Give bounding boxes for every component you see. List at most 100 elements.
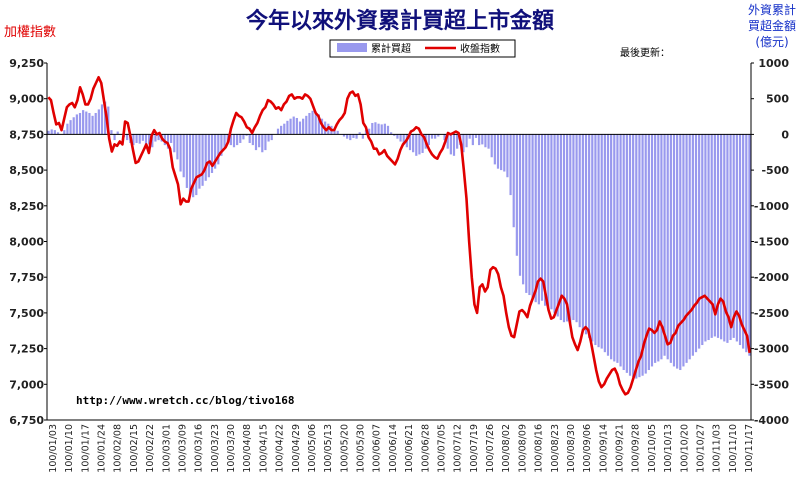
bar: [742, 134, 745, 349]
bar: [566, 134, 569, 322]
x-tick-label: 100/10/27: [695, 424, 706, 473]
bar: [166, 134, 170, 149]
right-tick-label: -1000: [754, 200, 790, 213]
bar: [126, 134, 129, 141]
right-tick-label: -500: [761, 164, 789, 177]
bar: [478, 134, 481, 146]
bar: [701, 134, 704, 346]
bar: [456, 134, 459, 149]
bar: [572, 134, 575, 321]
bar: [518, 134, 522, 276]
x-tick-label: 100/11/10: [728, 424, 739, 473]
bar: [726, 134, 729, 343]
bar: [430, 134, 434, 139]
bar: [254, 134, 258, 151]
left-tick-label: 9,250: [9, 57, 44, 70]
bar: [185, 134, 188, 188]
bar: [248, 134, 251, 143]
bar: [368, 128, 371, 135]
right-tick-label: -2000: [754, 271, 790, 284]
right-axis-label-line3: (億元): [755, 35, 788, 49]
legend-bar-label: 累計買超: [371, 42, 411, 55]
bar: [223, 134, 226, 148]
right-tick-label: -3500: [754, 378, 790, 391]
bar: [173, 134, 176, 153]
bar: [685, 134, 688, 363]
x-tick-label: 100/04/22: [275, 424, 286, 473]
bar: [72, 117, 75, 135]
bar: [188, 134, 192, 197]
bar: [280, 125, 283, 135]
left-tick-label: 7,750: [9, 271, 44, 284]
x-tick-label: 100/11/03: [712, 424, 723, 473]
bar: [342, 134, 346, 137]
bar: [606, 134, 610, 356]
bar: [261, 134, 264, 153]
bar: [110, 130, 113, 135]
bar: [647, 134, 650, 371]
x-tick-label: 100/04/15: [258, 424, 269, 473]
bar: [550, 134, 553, 310]
bar: [437, 134, 440, 137]
x-tick-label: 100/08/09: [517, 424, 528, 473]
bar: [132, 134, 135, 146]
bar: [515, 134, 518, 256]
bar: [540, 134, 544, 301]
bar: [66, 123, 69, 135]
bar: [496, 134, 500, 169]
bar: [107, 106, 110, 135]
x-tick-label: 100/08/30: [566, 424, 577, 473]
x-tick-label: 100/09/06: [582, 424, 593, 473]
bar: [669, 134, 672, 363]
x-tick-label: 100/06/21: [404, 424, 415, 473]
bar: [562, 134, 566, 323]
bar: [591, 134, 594, 342]
bar: [201, 134, 204, 186]
bar: [657, 134, 660, 362]
bar: [229, 134, 232, 146]
bar: [490, 134, 493, 158]
bar: [729, 134, 732, 341]
watermark: http://www.wretch.cc/blog/tivo168: [76, 394, 295, 407]
x-tick-label: 100/10/05: [647, 424, 658, 473]
x-tick-label: 100/07/26: [485, 424, 496, 473]
right-tick-label: 1000: [758, 57, 789, 70]
last-update-label: 最後更新：: [620, 46, 670, 59]
bar: [198, 134, 201, 189]
bar: [358, 132, 361, 135]
bar: [276, 128, 280, 135]
left-tick-label: 7,250: [9, 343, 44, 356]
bar: [75, 114, 78, 135]
chart-title: 今年以來外資累計買超上市金額: [246, 8, 554, 34]
bar: [537, 134, 540, 305]
bar: [138, 134, 141, 144]
x-tick-label: 100/04/29: [291, 424, 302, 473]
bar: [528, 134, 531, 296]
bar: [534, 134, 537, 303]
bar: [245, 134, 248, 136]
bar: [663, 134, 666, 356]
bar: [720, 134, 723, 340]
index-line: [47, 75, 751, 396]
bar: [204, 134, 207, 181]
right-axis-label-line2: 買超金額: [748, 18, 796, 33]
bar: [333, 128, 336, 135]
bar: [264, 134, 267, 151]
bar: [50, 129, 53, 135]
bar: [547, 134, 550, 308]
x-tick-label: 100/07/19: [469, 424, 480, 473]
legend-box: [329, 39, 516, 58]
bar: [314, 111, 317, 135]
legend-line-label: 收盤指數: [460, 42, 500, 55]
x-tick-label: 100/06/14: [388, 424, 399, 473]
x-tick-label: 100/09/28: [631, 424, 642, 473]
left-tick-label: 8,250: [9, 200, 44, 213]
bar: [220, 134, 223, 156]
bar: [487, 134, 490, 149]
bar: [691, 134, 694, 356]
bar: [182, 134, 185, 178]
bar: [100, 104, 104, 135]
bar: [408, 134, 412, 151]
bar: [581, 134, 584, 331]
